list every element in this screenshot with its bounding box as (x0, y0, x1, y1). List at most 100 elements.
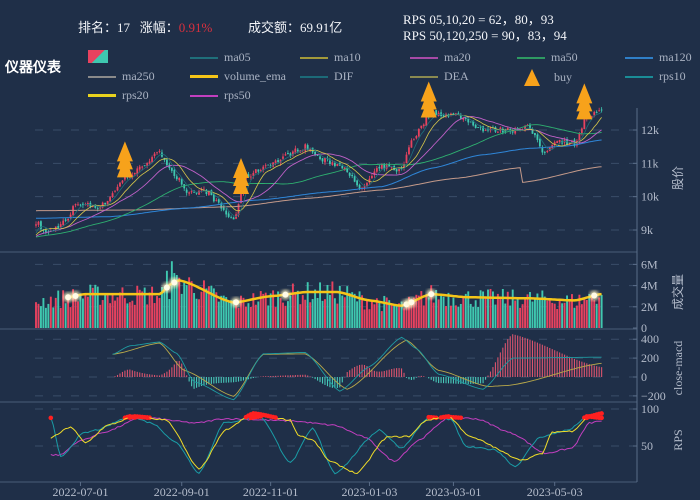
legend-item-rps50[interactable]: rps50 (190, 88, 251, 103)
legend-item-ma120[interactable]: ma120 (625, 50, 692, 65)
volume-bar (299, 304, 302, 328)
macd-histogram-bar (116, 374, 119, 377)
volume-bar (296, 290, 299, 328)
candle (534, 132, 536, 138)
candle-body (472, 120, 475, 126)
volume-bar (67, 295, 70, 328)
volume-bar (286, 301, 289, 328)
change-value: 0.91% (178, 20, 213, 35)
candle-body (166, 159, 168, 166)
volume-bar (321, 300, 324, 328)
volume-bar (548, 299, 551, 328)
macd-histogram-bar (440, 377, 442, 384)
macd-histogram-bar (349, 370, 351, 377)
candle (496, 131, 499, 134)
candle-body (104, 202, 107, 205)
macd-histogram-bar (267, 376, 269, 377)
macd-histogram-bar (279, 375, 282, 377)
volume-highlight-core (408, 299, 415, 306)
candle-body (395, 169, 398, 172)
macd-histogram-bar (475, 377, 477, 384)
volume-bar (477, 306, 480, 328)
legend-item-DIF[interactable]: DIF (300, 69, 353, 84)
volume-bar (403, 308, 405, 328)
macd-histogram-bar (531, 340, 534, 377)
candle (249, 174, 252, 181)
volume-bar (388, 300, 391, 328)
volume-bar (247, 303, 250, 328)
candle-body (153, 153, 156, 157)
candle (40, 220, 42, 232)
macd-histogram-bar (186, 375, 188, 377)
volume-bar (375, 298, 378, 328)
candle (457, 111, 460, 115)
candle (84, 202, 87, 206)
macd-histogram-bar (593, 365, 595, 377)
volume-bar (304, 299, 307, 328)
candle-body (580, 128, 583, 134)
volume-bar (314, 289, 317, 328)
candle-body (309, 148, 312, 151)
macd-histogram-bar (213, 377, 215, 384)
macd-histogram-bar (230, 377, 232, 383)
macd-histogram-bar (561, 353, 563, 377)
candle (378, 164, 381, 172)
rps-highlight-dot (144, 415, 150, 421)
volume-bar (492, 291, 494, 328)
volume-bar (533, 298, 536, 328)
legend-item-buy[interactable]: buy (520, 69, 572, 86)
volume-bar (385, 297, 388, 328)
candle (375, 165, 378, 174)
legend-item-ma250[interactable]: ma250 (88, 69, 155, 84)
candle-body (383, 164, 386, 170)
volume-bar (161, 287, 163, 328)
candle (185, 187, 188, 196)
volume-bar (482, 291, 485, 328)
volume-bar (366, 300, 368, 328)
candle-body (116, 186, 119, 191)
candle-body (175, 176, 178, 180)
macd-histogram-bar (178, 360, 180, 377)
legend-item-rps10[interactable]: rps10 (625, 69, 686, 84)
candle (371, 173, 373, 179)
macd-histogram-bar (188, 377, 190, 382)
candle-body (469, 121, 472, 123)
candle-body (319, 156, 321, 160)
macd-histogram-bar (225, 377, 227, 383)
legend-label: DIF (334, 69, 354, 83)
candle-body (474, 124, 477, 128)
volume-highlight-core (591, 292, 598, 299)
candle (580, 127, 583, 136)
candle-body (405, 154, 408, 164)
candle (282, 153, 284, 161)
legend-item-ma20[interactable]: ma20 (410, 50, 471, 65)
legend-item-rps20[interactable]: rps20 (88, 88, 149, 103)
volume-bar (240, 295, 242, 328)
candle-body (119, 182, 121, 187)
candle (578, 132, 581, 145)
legend-item-DEA[interactable]: DEA (410, 69, 469, 84)
volume-bar (432, 302, 435, 328)
volume-bar (212, 288, 215, 328)
volume-bar (566, 295, 568, 328)
legend-item-candlestick[interactable] (88, 50, 114, 63)
candle (356, 179, 358, 187)
candle-body (247, 174, 250, 178)
volume-bar (558, 300, 561, 328)
legend-item-ma10[interactable]: ma10 (300, 50, 361, 65)
macd-histogram-bar (388, 369, 390, 377)
macd-histogram-bar (519, 336, 521, 377)
candle (321, 157, 324, 164)
macd-histogram-bar (171, 367, 173, 377)
legend-item-volume_ema[interactable]: volume_ema (190, 69, 286, 84)
candle-body (516, 129, 519, 131)
legend-item-ma50[interactable]: ma50 (517, 50, 578, 65)
macd-histogram-bar (452, 377, 454, 384)
candle-body (212, 194, 215, 202)
legend-item-ma05[interactable]: ma05 (190, 50, 251, 65)
macd-histogram-bar (477, 377, 479, 384)
volume-bar (257, 301, 260, 328)
candle-body (435, 110, 438, 116)
candle-body (99, 207, 102, 209)
volume-bar (59, 307, 62, 328)
